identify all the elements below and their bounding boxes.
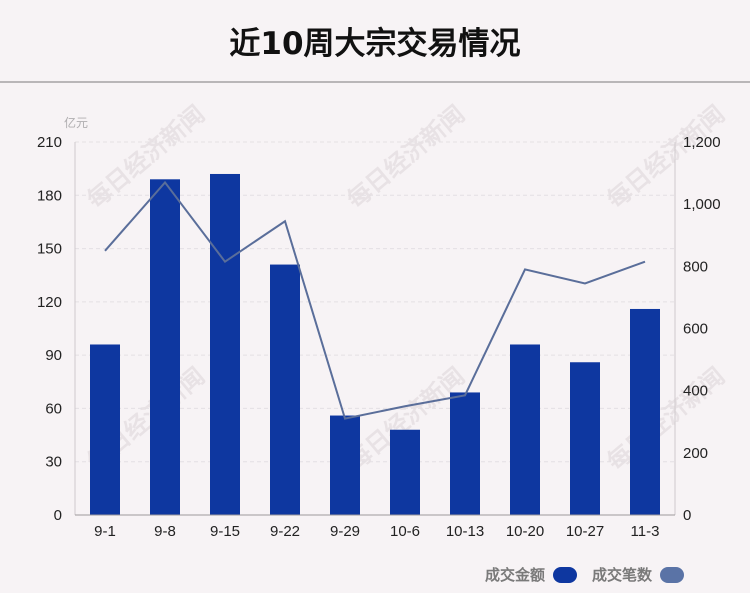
right-tick-label: 800 [683,258,708,275]
x-tick-label: 11-3 [631,523,660,540]
left-tick-label: 120 [37,294,62,311]
x-tick-label: 10-13 [446,523,484,540]
bar-amount [90,344,120,515]
x-tick-label: 9-29 [330,523,360,540]
left-axis-unit: 亿元 [64,116,89,130]
left-tick-label: 180 [37,187,62,204]
x-tick-label: 9-8 [154,523,176,540]
bar-amount [630,308,660,515]
right-tick-label: 0 [683,507,691,524]
bar-amount [150,179,180,516]
x-tick-label: 9-22 [270,523,300,540]
x-tick-label: 10-6 [390,523,420,540]
left-tick-label: 90 [45,347,62,364]
line-count [104,180,646,420]
right-tick-label: 400 [683,383,708,400]
left-tick-label: 30 [45,454,62,471]
x-tick-label: 9-1 [94,523,116,540]
bar-amount [510,344,540,515]
right-tick-label: 200 [683,445,708,462]
right-tick-label: 600 [683,321,708,338]
x-tick-label: 10-20 [506,523,544,540]
x-tick-label: 9-15 [210,523,240,540]
bar-amount [210,173,240,515]
bar-amount [570,362,600,515]
bar-amount [330,415,360,515]
bar-amount [390,429,420,515]
legend-count-swatch [660,567,684,583]
bar-amount [450,392,480,515]
left-tick-label: 0 [54,507,62,524]
right-tick-label: 1,200 [683,134,721,151]
left-tick-label: 60 [45,400,62,417]
x-tick-label: 10-27 [566,523,604,540]
legend-amount-swatch [553,567,577,583]
chart-title: 近10周大宗交易情况 [229,26,521,62]
title-divider [0,81,750,83]
legend-count-label: 成交笔数 [592,566,653,584]
legend-amount-label: 成交金额 [485,566,546,584]
bar-amount [270,264,300,515]
left-tick-label: 210 [37,134,62,151]
left-tick-label: 150 [37,241,62,258]
right-tick-label: 1,000 [683,196,721,213]
